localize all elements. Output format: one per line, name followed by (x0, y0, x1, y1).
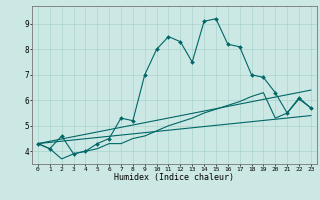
X-axis label: Humidex (Indice chaleur): Humidex (Indice chaleur) (115, 173, 234, 182)
